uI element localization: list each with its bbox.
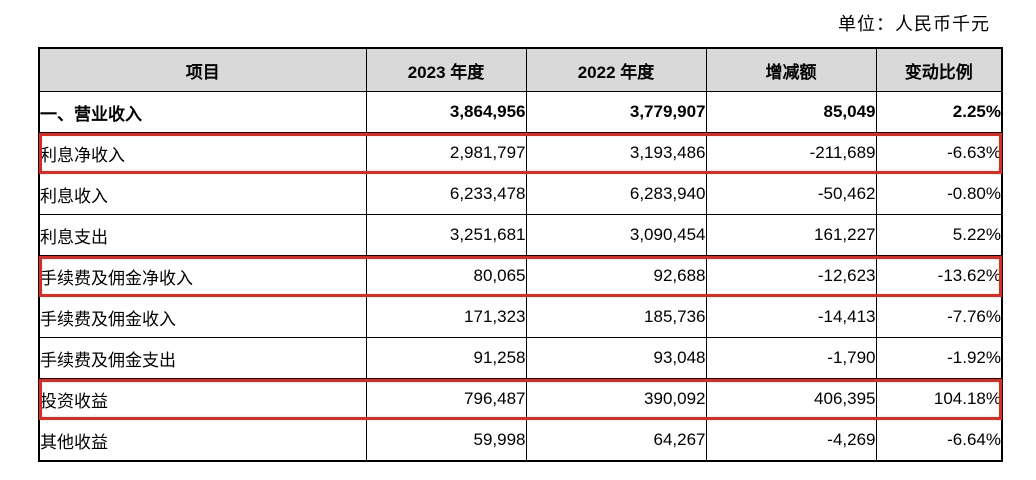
value-change: -14,413 bbox=[705, 296, 877, 338]
value-2022: 390,092 bbox=[525, 378, 707, 420]
value-change: -12,623 bbox=[705, 255, 877, 297]
value-pct: 104.18% bbox=[875, 378, 1003, 420]
value-pct: -6.63% bbox=[875, 132, 1003, 174]
header-cell-item: 项目 bbox=[38, 47, 367, 92]
value-2023: 59,998 bbox=[365, 419, 527, 462]
row-label: 一、营业收入 bbox=[38, 91, 367, 133]
value-2023: 796,487 bbox=[365, 378, 527, 420]
table-row-investment-income: 投资收益 796,487 390,092 406,395 104.18% bbox=[38, 378, 1003, 420]
table-row-net-interest-income: 利息净收入 2,981,797 3,193,486 -211,689 -6.63… bbox=[38, 132, 1003, 174]
value-pct: -0.80% bbox=[875, 173, 1003, 215]
table-row-interest-income: 利息收入 6,233,478 6,283,940 -50,462 -0.80% bbox=[38, 173, 1003, 215]
row-label: 手续费及佣金支出 bbox=[38, 337, 367, 379]
value-2022: 185,736 bbox=[525, 296, 707, 338]
value-2022: 6,283,940 bbox=[525, 173, 707, 215]
table-row-other-income: 其他收益 59,998 64,267 -4,269 -6.64% bbox=[38, 419, 1003, 462]
value-2023: 80,065 bbox=[365, 255, 527, 297]
value-change: 161,227 bbox=[705, 214, 877, 256]
value-change: 406,395 bbox=[705, 378, 877, 420]
value-pct: 2.25% bbox=[875, 91, 1003, 133]
table-row-fee-commission-expense: 手续费及佣金支出 91,258 93,048 -1,790 -1.92% bbox=[38, 337, 1003, 379]
value-pct: -1.92% bbox=[875, 337, 1003, 379]
table-header-row: 项目 2023 年度 2022 年度 增减额 变动比例 bbox=[38, 47, 1003, 92]
row-label: 利息支出 bbox=[38, 214, 367, 256]
value-change: -50,462 bbox=[705, 173, 877, 215]
value-2023: 3,251,681 bbox=[365, 214, 527, 256]
value-2023: 2,981,797 bbox=[365, 132, 527, 174]
table-row-net-fee-commission-income: 手续费及佣金净收入 80,065 92,688 -12,623 -13.62% bbox=[38, 255, 1003, 297]
value-change: -1,790 bbox=[705, 337, 877, 379]
value-2022: 92,688 bbox=[525, 255, 707, 297]
header-cell-2022: 2022 年度 bbox=[525, 47, 707, 92]
value-2023: 171,323 bbox=[365, 296, 527, 338]
row-label: 投资收益 bbox=[38, 378, 367, 420]
row-label: 利息收入 bbox=[38, 173, 367, 215]
value-change: 85,049 bbox=[705, 91, 877, 133]
table-row-fee-commission-income: 手续费及佣金收入 171,323 185,736 -14,413 -7.76% bbox=[38, 296, 1003, 338]
header-cell-pct: 变动比例 bbox=[875, 47, 1003, 92]
value-2022: 3,090,454 bbox=[525, 214, 707, 256]
row-label: 其他收益 bbox=[38, 419, 367, 462]
value-2022: 3,779,907 bbox=[525, 91, 707, 133]
value-2022: 64,267 bbox=[525, 419, 707, 462]
header-cell-change: 增减额 bbox=[705, 47, 877, 92]
value-change: -211,689 bbox=[705, 132, 877, 174]
value-pct: -13.62% bbox=[875, 255, 1003, 297]
value-pct: 5.22% bbox=[875, 214, 1003, 256]
row-label: 利息净收入 bbox=[38, 132, 367, 174]
table-row-interest-expense: 利息支出 3,251,681 3,090,454 161,227 5.22% bbox=[38, 214, 1003, 256]
value-2023: 3,864,956 bbox=[365, 91, 527, 133]
row-label: 手续费及佣金收入 bbox=[38, 296, 367, 338]
value-change: -4,269 bbox=[705, 419, 877, 462]
value-2023: 6,233,478 bbox=[365, 173, 527, 215]
value-pct: -6.64% bbox=[875, 419, 1003, 462]
unit-label: 单位：人民币千元 bbox=[838, 14, 990, 34]
row-label: 手续费及佣金净收入 bbox=[38, 255, 367, 297]
financial-table: 项目 2023 年度 2022 年度 增减额 变动比例 一、营业收入 3,864… bbox=[38, 47, 1003, 462]
value-2022: 93,048 bbox=[525, 337, 707, 379]
header-cell-2023: 2023 年度 bbox=[365, 47, 527, 92]
value-pct: -7.76% bbox=[875, 296, 1003, 338]
value-2023: 91,258 bbox=[365, 337, 527, 379]
value-2022: 3,193,486 bbox=[525, 132, 707, 174]
table-row-operating-revenue: 一、营业收入 3,864,956 3,779,907 85,049 2.25% bbox=[38, 91, 1003, 133]
